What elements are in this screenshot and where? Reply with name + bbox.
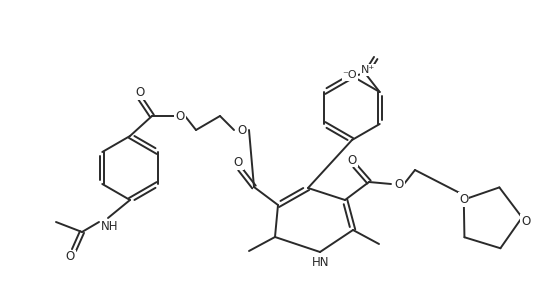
Text: O: O bbox=[176, 110, 184, 123]
Text: O: O bbox=[522, 215, 530, 228]
Text: O: O bbox=[459, 193, 468, 206]
Text: O: O bbox=[395, 177, 404, 190]
Text: O: O bbox=[233, 157, 243, 170]
Text: O: O bbox=[135, 86, 145, 99]
Text: O: O bbox=[347, 153, 357, 166]
Text: N⁺: N⁺ bbox=[361, 65, 375, 75]
Text: NH: NH bbox=[101, 220, 119, 232]
Text: O: O bbox=[238, 123, 247, 136]
Text: ⁻O: ⁻O bbox=[343, 70, 357, 80]
Text: HN: HN bbox=[312, 257, 330, 270]
Text: O: O bbox=[65, 251, 74, 264]
